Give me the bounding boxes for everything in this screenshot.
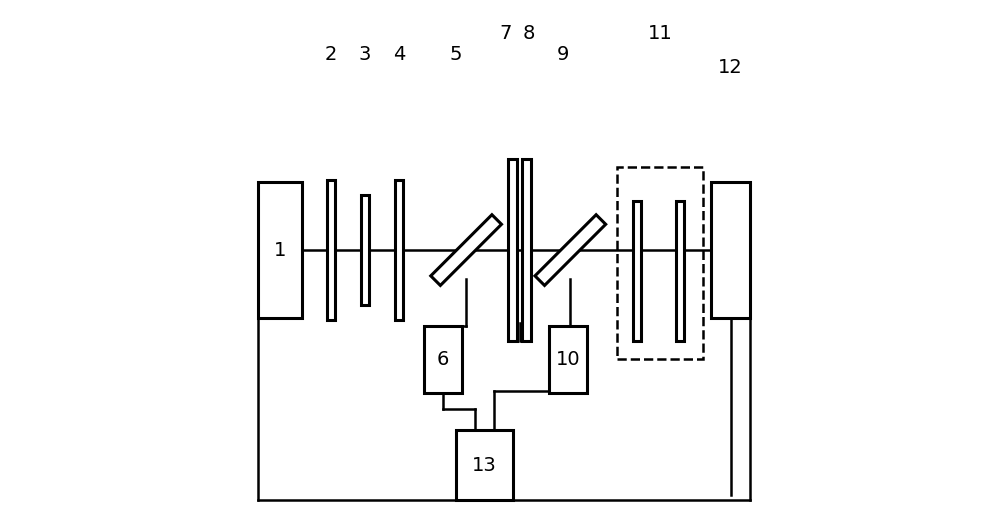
Bar <box>424 326 462 393</box>
Text: 10: 10 <box>556 350 581 369</box>
Bar <box>633 201 641 341</box>
Text: 4: 4 <box>393 45 405 64</box>
Text: 1: 1 <box>274 241 286 259</box>
Polygon shape <box>431 215 502 286</box>
Text: 2: 2 <box>325 45 337 64</box>
Text: 9: 9 <box>556 45 569 64</box>
Bar <box>522 159 531 341</box>
Text: 3: 3 <box>359 45 371 64</box>
Text: 6: 6 <box>437 350 449 369</box>
Bar <box>361 195 369 305</box>
Polygon shape <box>535 215 606 286</box>
Text: 8: 8 <box>522 24 535 43</box>
Text: 12: 12 <box>718 58 743 77</box>
Bar <box>617 167 703 359</box>
Bar <box>508 159 517 341</box>
Bar <box>456 430 513 500</box>
Text: 7: 7 <box>499 24 511 43</box>
Text: 11: 11 <box>648 24 673 43</box>
Bar <box>258 182 302 318</box>
Bar <box>711 182 750 318</box>
Bar <box>676 201 684 341</box>
Text: 5: 5 <box>449 45 462 64</box>
Bar <box>327 180 335 320</box>
Bar <box>395 180 403 320</box>
Text: 13: 13 <box>472 456 497 475</box>
Bar <box>549 326 587 393</box>
